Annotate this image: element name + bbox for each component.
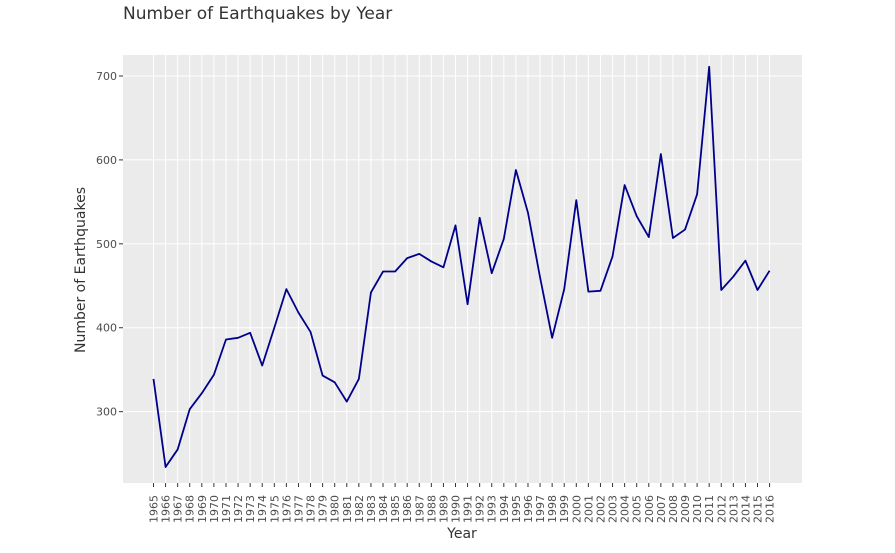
x-axis-ticks: 1965 1966 1967 1968 1969 1970 1971 1972 1973 1974…: [148, 483, 777, 523]
x-tick-label: 1988: [425, 495, 438, 523]
x-tick-label: 1987: [413, 495, 426, 523]
x-axis-title: Year: [446, 526, 477, 542]
y-tick-label: 600: [96, 154, 117, 167]
x-tick-label: 1995: [510, 495, 523, 523]
x-tick-label: 1993: [486, 495, 499, 523]
y-tick-label: 400: [96, 322, 117, 335]
x-tick-label: 1976: [280, 495, 293, 523]
x-tick-label: 2013: [727, 495, 740, 523]
x-tick-label: 1979: [317, 495, 330, 523]
x-tick-label: 2006: [643, 495, 656, 523]
x-tick-label: 2014: [739, 495, 752, 523]
vertical-gridlines: [153, 55, 771, 483]
x-tick-label: 1992: [474, 495, 487, 523]
x-tick-label: 1994: [498, 495, 511, 523]
x-tick-label: 1996: [522, 495, 535, 523]
x-tick-label: 1997: [534, 495, 547, 523]
x-tick-label: 1965: [148, 495, 161, 523]
y-tick-label: 300: [96, 406, 117, 419]
x-tick-label: 1971: [220, 495, 233, 523]
y-tick-label: 500: [96, 238, 117, 251]
x-tick-label: 2005: [631, 495, 644, 523]
x-tick-label: 2012: [715, 495, 728, 523]
x-tick-label: 1970: [208, 495, 221, 523]
x-tick-label: 2004: [619, 495, 632, 523]
x-tick-label: 1966: [160, 495, 173, 523]
x-tick-label: 1983: [365, 495, 378, 523]
x-tick-label: 2001: [582, 495, 595, 523]
x-tick-label: 1968: [184, 495, 197, 523]
x-tick-label: 1985: [389, 495, 402, 523]
x-tick-label: 1972: [232, 495, 245, 523]
x-tick-label: 1967: [172, 495, 185, 523]
x-tick-label: 1986: [401, 495, 414, 523]
x-tick-label: 2016: [764, 495, 777, 523]
horizontal-gridlines: [123, 75, 802, 413]
x-tick-label: 2008: [667, 495, 680, 523]
series-line: [152, 65, 771, 468]
x-tick-label: 2010: [691, 495, 704, 523]
x-tick-label: 2000: [570, 495, 583, 523]
x-tick-label: 1991: [462, 495, 475, 523]
x-tick-label: 1981: [341, 495, 354, 523]
x-tick-label: 2011: [703, 495, 716, 523]
x-tick-label: 1989: [437, 495, 450, 523]
y-tick-label: 700: [96, 70, 117, 83]
x-tick-label: 2009: [679, 495, 692, 523]
x-tick-label: 2002: [594, 495, 607, 523]
x-tick-label: 1969: [196, 495, 209, 523]
x-tick-label: 1984: [377, 495, 390, 523]
x-tick-label: 2007: [655, 495, 668, 523]
x-tick-label: 1999: [558, 495, 571, 523]
x-tick-label: 1978: [305, 495, 318, 523]
x-tick-label: 1980: [329, 495, 342, 523]
x-tick-label: 2015: [752, 495, 765, 523]
y-axis-title: Number of Earthquakes: [73, 187, 89, 353]
x-tick-label: 1974: [256, 495, 269, 523]
x-tick-label: 1982: [353, 495, 366, 523]
x-tick-label: 1977: [292, 495, 305, 523]
x-tick-label: 2003: [607, 495, 620, 523]
chart-title: Number of Earthquakes by Year: [123, 4, 393, 24]
x-tick-label: 1973: [244, 495, 257, 523]
x-tick-label: 1998: [546, 495, 559, 523]
x-tick-label: 1990: [450, 495, 463, 523]
y-axis-ticks: 300 400 500 600 700: [96, 70, 123, 419]
x-tick-label: 1975: [268, 495, 281, 523]
